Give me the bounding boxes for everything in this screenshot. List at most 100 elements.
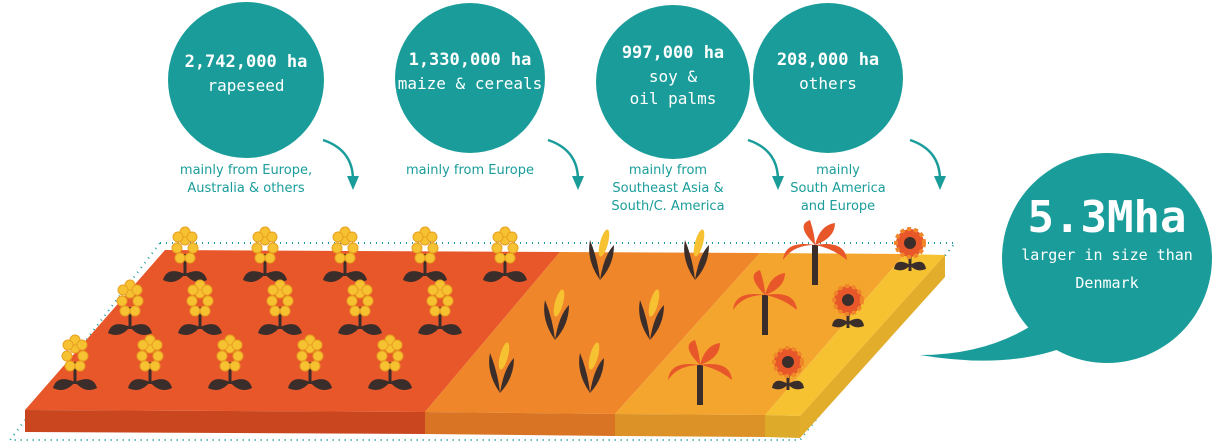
blossom: [283, 296, 293, 306]
blossom: [172, 243, 182, 253]
blossom: [203, 296, 213, 306]
blossom: [230, 361, 240, 371]
blossom: [188, 243, 198, 253]
crop-label: rapeseed: [207, 76, 284, 95]
blossom: [347, 296, 357, 306]
field-side: [615, 414, 765, 437]
blossom: [413, 232, 423, 242]
blossom: [297, 351, 307, 361]
labels: 2,742,000 ha rapeseed mainly from Europe, A…: [168, 2, 946, 214]
center: [842, 294, 854, 306]
blossom: [313, 351, 323, 361]
amount: 1,330,000 ha: [409, 50, 532, 70]
blossom: [185, 253, 195, 263]
blossom: [443, 296, 453, 306]
blossom: [440, 306, 450, 316]
blossom: [78, 351, 88, 361]
blossom: [332, 243, 342, 253]
origin: and Europe: [801, 199, 875, 214]
blossom: [300, 361, 310, 371]
blossom: [312, 340, 322, 350]
trunk: [697, 365, 703, 405]
blossom: [348, 243, 358, 253]
blossom: [347, 232, 357, 242]
blossom: [507, 232, 517, 242]
trunk: [762, 295, 768, 335]
blossom: [137, 351, 147, 361]
blossom: [62, 351, 72, 361]
blossom: [173, 232, 183, 242]
total-caption: Denmark: [1075, 274, 1138, 292]
blossom: [362, 285, 372, 295]
blossom: [333, 232, 343, 242]
blossom: [253, 232, 263, 242]
blossom: [133, 296, 143, 306]
blossom: [150, 361, 160, 371]
blossom: [390, 361, 400, 371]
blossom: [268, 243, 278, 253]
blossom: [218, 340, 228, 350]
blossom: [232, 340, 242, 350]
arrow-head: [572, 176, 584, 190]
blossom: [190, 306, 200, 316]
blossom: [187, 232, 197, 242]
origin: Australia & others: [187, 181, 305, 196]
blossom: [348, 285, 358, 295]
blossom: [132, 285, 142, 295]
amount: 2,742,000 ha: [185, 52, 308, 72]
blossom: [117, 296, 127, 306]
blossom: [268, 285, 278, 295]
blossom: [175, 253, 185, 263]
blossom: [412, 243, 422, 253]
blossom: [118, 285, 128, 295]
total-value: 5.3Mha: [1028, 192, 1187, 243]
blossom: [505, 253, 515, 263]
blossom: [63, 340, 73, 350]
blossom: [75, 361, 85, 371]
blossom: [138, 340, 148, 350]
blossom: [495, 253, 505, 263]
origin: mainly: [816, 163, 860, 178]
blossom: [427, 296, 437, 306]
blossom: [335, 253, 345, 263]
blossom: [188, 285, 198, 295]
origin: mainly from Europe,: [180, 163, 312, 178]
amount: 208,000 ha: [777, 50, 879, 70]
blossom: [392, 340, 402, 350]
blossom: [200, 306, 210, 316]
blossom: [425, 253, 435, 263]
blossom: [378, 340, 388, 350]
arrow: [748, 140, 778, 180]
blossom: [492, 243, 502, 253]
origin: mainly from Europe: [406, 163, 534, 178]
blossom: [217, 351, 227, 361]
blossom: [345, 253, 355, 263]
blossom: [233, 351, 243, 361]
blossom: [377, 351, 387, 361]
blossom: [280, 306, 290, 316]
arrow: [910, 140, 940, 180]
blossom: [77, 340, 87, 350]
origin: mainly from: [629, 163, 707, 178]
blossom: [298, 340, 308, 350]
blossom: [202, 285, 212, 295]
arrow: [323, 140, 353, 180]
blossom: [493, 232, 503, 242]
origin: South America: [790, 181, 886, 196]
blossom: [415, 253, 425, 263]
blossom: [363, 296, 373, 306]
blossom: [430, 306, 440, 316]
origin: South/C. America: [611, 199, 724, 214]
arrow-head: [772, 176, 784, 190]
center: [782, 356, 794, 368]
arrow: [548, 140, 578, 180]
blossom: [65, 361, 75, 371]
total-caption: larger in size than: [1021, 246, 1193, 264]
blossom: [187, 296, 197, 306]
blossom: [252, 243, 262, 253]
crop-label: others: [799, 74, 857, 93]
blossom: [350, 306, 360, 316]
trunk: [812, 245, 818, 285]
arrow-head: [347, 176, 359, 190]
crop-label: oil palms: [630, 89, 717, 108]
